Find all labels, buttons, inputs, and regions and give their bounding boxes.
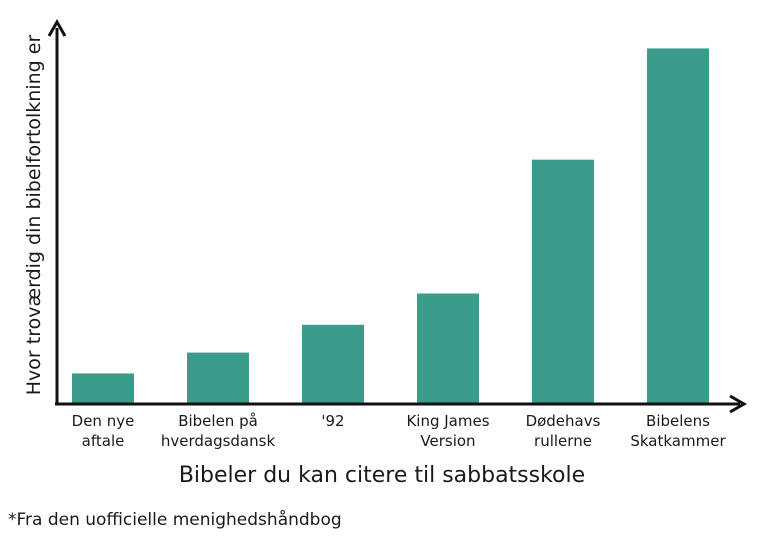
x-tick-label-line: Skatkammer bbox=[630, 432, 726, 450]
bar-4 bbox=[417, 293, 479, 403]
x-tick-label-line: aftale bbox=[82, 432, 125, 450]
y-axis-title: Hvor troværdig din bibelfortolkning er bbox=[23, 35, 45, 396]
x-tick-label-2: Bibelen på hverdagsdansk bbox=[161, 412, 276, 450]
x-tick-label-line: King James bbox=[406, 412, 489, 430]
bar-2 bbox=[187, 352, 249, 403]
x-tick-label-line: Version bbox=[420, 432, 475, 450]
x-axis-title: Bibeler du kan citere til sabbatsskole bbox=[179, 463, 585, 488]
x-tick-label-6: Bibelens Skatkammer bbox=[630, 412, 726, 450]
bar-5 bbox=[532, 159, 594, 403]
footnote: *Fra den uofficielle menighedshåndbog bbox=[8, 510, 342, 530]
x-tick-label-5: Dødehavs rullerne bbox=[526, 412, 601, 450]
x-tick-label-3: '92 bbox=[321, 412, 344, 430]
x-tick-label-4: King James Version bbox=[406, 412, 489, 450]
x-tick-label-line: Bibelens bbox=[646, 412, 710, 430]
y-axis-arrowhead bbox=[47, 18, 67, 37]
x-tick-label-line: Den nye bbox=[72, 412, 135, 430]
x-tick-labels: Den nye aftale Bibelen på hverdagsdansk '92 K… bbox=[72, 412, 727, 450]
x-tick-label-1: Den nye aftale bbox=[72, 412, 135, 450]
x-tick-label-line: '92 bbox=[321, 412, 344, 430]
x-tick-label-line: hverdagsdansk bbox=[161, 432, 276, 450]
bar-1 bbox=[72, 373, 134, 403]
x-tick-label-line: Bibelen på bbox=[178, 412, 258, 430]
x-tick-label-line: rullerne bbox=[534, 432, 592, 450]
bar-3 bbox=[302, 324, 364, 403]
bar-6 bbox=[647, 48, 709, 404]
x-tick-label-line: Dødehavs bbox=[526, 412, 601, 430]
x-axis-arrowhead bbox=[729, 394, 748, 414]
bars-group bbox=[72, 48, 709, 404]
